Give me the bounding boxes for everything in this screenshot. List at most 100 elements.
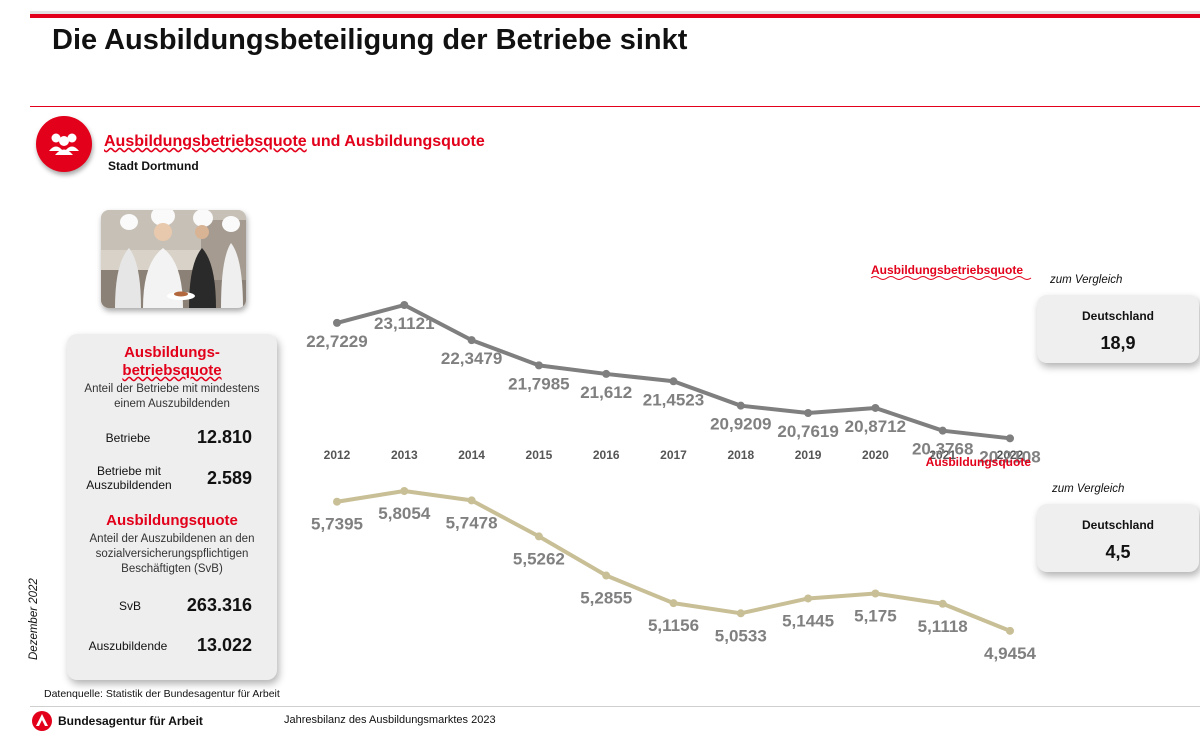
row2-label-line1: Betriebe mit xyxy=(96,464,162,478)
panel-desc1-line1: Anteil der Betriebe mit mindestens xyxy=(84,383,260,395)
x-tick-label: 2015 xyxy=(526,448,553,462)
row2-label-line2: Auszubildenden xyxy=(86,478,172,492)
data-point xyxy=(602,369,611,378)
row-label-svb: SvB xyxy=(118,599,141,613)
panel-heading-ausbildungsquote: Ausbildungsquote xyxy=(106,512,238,529)
x-tick-label: 2017 xyxy=(660,448,687,462)
x-tick-label: 2019 xyxy=(795,448,822,462)
people-group-icon xyxy=(36,116,92,172)
x-tick-label: 2021 xyxy=(929,448,956,462)
data-label: 5,5262 xyxy=(513,549,565,568)
top-gray-bar xyxy=(30,11,1200,16)
row-label-auszubildende: Auszubildende xyxy=(88,639,168,653)
data-label: 21,4523 xyxy=(643,390,704,409)
comparison-label-1: zum Vergleich xyxy=(1050,274,1123,286)
comparison-box-2: Deutschland 4,5 xyxy=(1037,504,1199,572)
data-label: 5,1445 xyxy=(782,611,834,630)
footer-document-title: Jahresbilanz des Ausbildungsmarktes 2023 xyxy=(284,714,496,726)
panel-heading-betriebsquote: Ausbildungs- betriebsquote xyxy=(67,344,277,380)
data-point xyxy=(534,361,543,370)
footer-divider xyxy=(30,706,1200,707)
panel-desc2-line1: Anteil der Auszubildenen an den xyxy=(89,533,255,545)
x-tick-label: 2012 xyxy=(324,448,351,462)
data-point xyxy=(871,403,880,412)
data-label: 5,1118 xyxy=(918,617,968,636)
data-label: 20,8712 xyxy=(845,417,906,436)
section-title: Ausbildungsbetriebsquote und Ausbildungs… xyxy=(104,133,485,151)
panel-description-1: Anteil der Betriebe mit mindestens einem… xyxy=(67,382,277,412)
data-point xyxy=(467,336,476,345)
data-point xyxy=(400,487,409,495)
panel-desc2-line2: sozialversicherungspflichtigen xyxy=(95,548,249,560)
data-point xyxy=(804,408,813,417)
data-point xyxy=(1006,626,1014,635)
x-tick-label: 2016 xyxy=(593,448,620,462)
data-point xyxy=(736,609,745,618)
data-point xyxy=(669,599,678,608)
comparison-box-1: Deutschland 18,9 xyxy=(1037,295,1199,363)
data-point xyxy=(333,318,341,327)
data-label: 23,1121 xyxy=(374,314,435,333)
data-point xyxy=(467,496,476,505)
data-point xyxy=(602,571,611,580)
data-point xyxy=(871,589,880,598)
data-label: 5,2855 xyxy=(580,589,632,608)
row-value-betriebe-mit-azubis: 2.589 xyxy=(206,468,252,488)
comparison-value-2: 4,5 xyxy=(1105,542,1131,562)
comparison-value-1: 18,9 xyxy=(1100,333,1136,353)
row-value-betriebe: 12.810 xyxy=(196,427,252,447)
data-label: 21,612 xyxy=(580,383,632,402)
row-label-betriebe-mit-azubis: Betriebe mit Auszubildenden xyxy=(77,464,181,492)
data-label: 22,7229 xyxy=(306,332,367,351)
x-tick-label: 2022 xyxy=(997,448,1024,462)
data-label: 20,2108 xyxy=(979,447,1040,466)
info-panel: Ausbildungs- betriebsquote Anteil der Be… xyxy=(67,334,277,680)
comparison-label-2: zum Vergleich xyxy=(1052,483,1125,495)
section-title-part2: und Ausbildungsquote xyxy=(306,133,485,150)
data-label: 21,7985 xyxy=(508,374,569,393)
row-value-auszubildende: 13.022 xyxy=(196,635,252,655)
data-point xyxy=(938,426,947,435)
series-name-underline xyxy=(870,276,1032,280)
panel-desc2-line3: Beschäftigten (SvB) xyxy=(121,563,223,575)
data-label: 20,7619 xyxy=(777,422,838,441)
data-point xyxy=(534,532,543,541)
data-label: 5,0533 xyxy=(715,626,767,645)
data-label: 22,3479 xyxy=(441,349,502,368)
series-name-label: Ausbildungsquote xyxy=(926,455,1032,469)
panel-description-2: Anteil der Auszubildenen an den sozialve… xyxy=(67,532,277,577)
ba-logo-icon xyxy=(32,711,52,731)
series-line xyxy=(335,489,1012,633)
data-point xyxy=(333,497,341,506)
data-point xyxy=(938,599,947,608)
footer-organization: Bundesagentur für Arbeit xyxy=(58,714,203,728)
data-point xyxy=(400,301,409,309)
panel-heading-line2: betriebsquote xyxy=(122,362,222,379)
page-title: Die Ausbildungsbeteiligung der Betriebe … xyxy=(52,24,688,56)
title-divider xyxy=(30,106,1200,107)
comparison-name-1: Deutschland xyxy=(1081,309,1154,323)
x-tick-label: 2018 xyxy=(727,448,754,462)
section-subtitle: Stadt Dortmund xyxy=(108,159,199,173)
panel-desc1-line2: einem Auszubildenden xyxy=(114,398,230,410)
data-label: 4,9454 xyxy=(984,644,1037,663)
data-point xyxy=(1006,434,1014,443)
data-point xyxy=(804,594,813,603)
section-title-part1: Ausbildungsbetriebsquote xyxy=(104,133,307,150)
data-source: Datenquelle: Statistik der Bundesagentur… xyxy=(44,688,280,700)
x-tick-label: 2013 xyxy=(391,448,418,462)
data-label: 5,7395 xyxy=(311,515,363,534)
comparison-name-2: Deutschland xyxy=(1081,518,1154,532)
data-label: 5,1156 xyxy=(648,616,699,635)
data-label: 5,175 xyxy=(854,607,897,626)
series-name-label: Ausbildungsbetriebsquote xyxy=(871,263,1023,277)
data-label: 5,7478 xyxy=(446,513,498,532)
data-point xyxy=(669,377,678,386)
row-value-svb: 263.316 xyxy=(186,595,252,615)
data-point xyxy=(736,401,745,410)
data-label: 5,8054 xyxy=(378,504,431,523)
data-label: 20,9209 xyxy=(710,415,771,434)
series-line xyxy=(335,303,1012,441)
x-tick-label: 2020 xyxy=(862,448,889,462)
